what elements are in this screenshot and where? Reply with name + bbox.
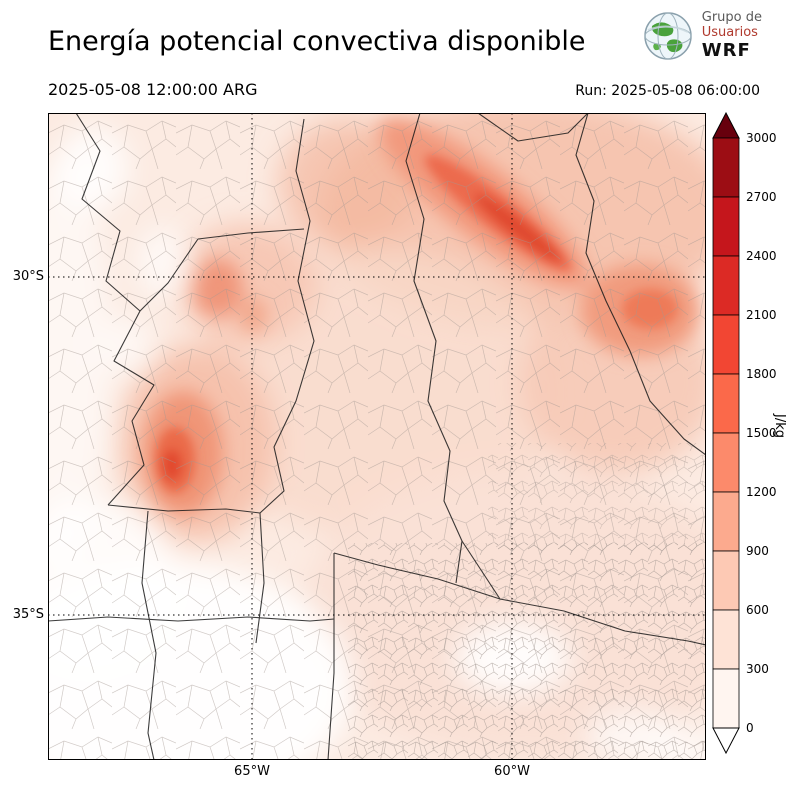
colorbar-tick: 1500 (746, 426, 777, 440)
colorbar-arrow-bottom (712, 727, 740, 755)
colorbar-tick: 1200 (746, 485, 777, 499)
lat-tick-35s: 35°S (12, 607, 44, 622)
map-panel (0, 98, 753, 800)
colorbar-unit-label: J/kg (772, 414, 787, 438)
colorbar-tick: 900 (746, 544, 769, 558)
globe-icon (644, 12, 692, 60)
colorbar-tick: 300 (746, 662, 769, 676)
province-borders (47, 112, 707, 761)
logo-text: Grupo de Usuarios WRF (701, 9, 762, 62)
colorbar-tick: 2100 (746, 308, 777, 322)
colorbar-tick: 1800 (746, 367, 777, 381)
lon-tick-60w: 60°W (494, 764, 530, 779)
logo-line1: Grupo de (701, 9, 762, 25)
colorbar-tick: 3000 (746, 131, 777, 145)
page-title: Energía potencial convectiva disponible (48, 26, 586, 57)
run-datetime: Run: 2025-05-08 06:00:00 (575, 83, 760, 99)
lon-tick-65w: 65°W (234, 764, 270, 779)
valid-datetime: 2025-05-08 12:00:00 ARG (48, 80, 258, 99)
lat-tick-30s: 30°S (12, 269, 44, 284)
logo-line2: Usuarios (701, 24, 758, 40)
colorbar-tick: 2400 (746, 249, 777, 263)
colorbar (712, 112, 740, 755)
colorbar-segments (712, 137, 740, 729)
cape-map (0, 98, 753, 800)
colorbar-tick: 2700 (746, 190, 777, 204)
wrf-logo: Grupo de Usuarios WRF (642, 10, 762, 62)
colorbar-tick: 600 (746, 603, 769, 617)
colorbar-arrow-top (712, 112, 740, 139)
logo-line3: WRF (701, 39, 751, 61)
department-borders (48, 113, 706, 760)
colorbar-tick: 0 (746, 721, 754, 735)
map-border (48, 113, 706, 760)
